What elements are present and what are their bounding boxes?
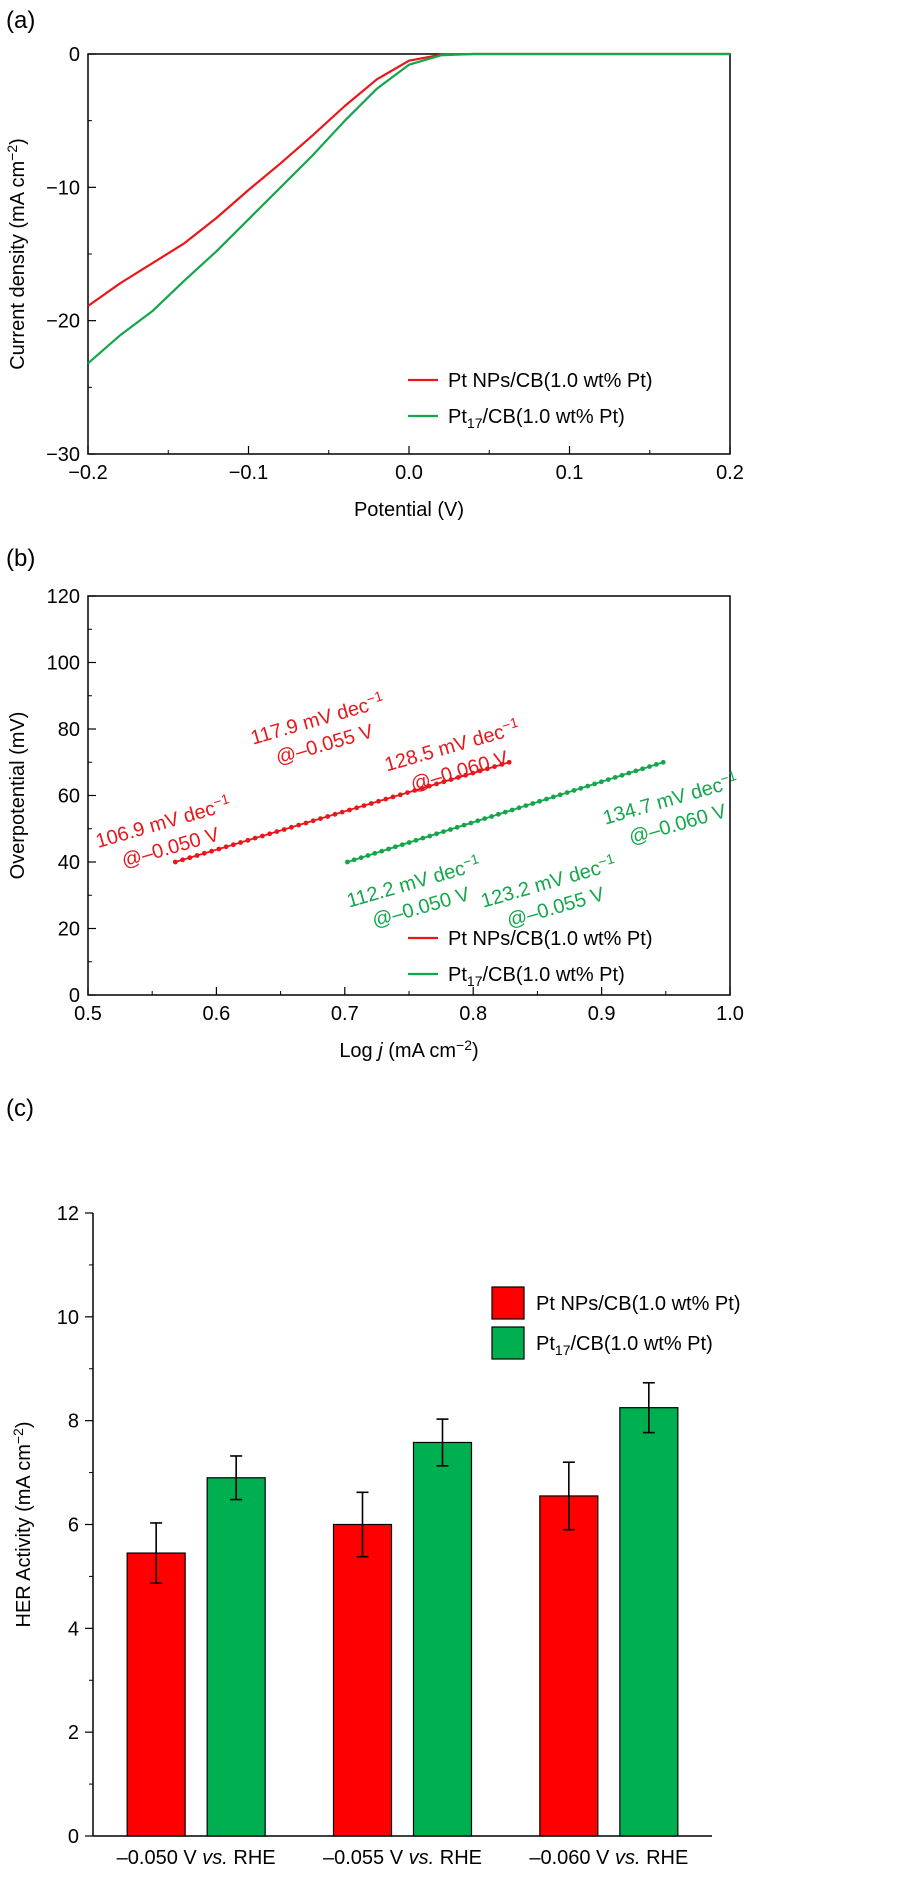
legend-label: Pt17​/CB(1.0 wt% Pt) bbox=[448, 964, 625, 989]
y-tick-label: 20 bbox=[58, 919, 80, 941]
x-axis-label: Log j (mA cm−2​) bbox=[339, 1037, 478, 1062]
bar-pt-nps bbox=[539, 1495, 599, 1837]
y-tick-label: 80 bbox=[58, 719, 80, 741]
legend-label: Pt NPs/CB(1.0 wt% Pt) bbox=[448, 370, 653, 392]
bar-pt17 bbox=[412, 1441, 473, 1837]
y-tick-label: −30 bbox=[46, 444, 80, 466]
x-tick-label: 0.2 bbox=[716, 462, 744, 484]
x-axis-label: Potential (V) bbox=[354, 499, 464, 521]
bar-pt-nps bbox=[126, 1552, 186, 1837]
slope-annotation: 106.9 mV dec−1​@–0.050 V bbox=[93, 790, 233, 872]
panel-label-b: (b) bbox=[6, 545, 35, 572]
x-tick-label: 0.0 bbox=[395, 462, 423, 484]
panel-b: (b) 0.5 0.6 0.7 0.8 0.9 1.0 0 20 40 60 80 100 120 Log … bbox=[6, 545, 744, 1062]
panel-label-a: (a) bbox=[6, 7, 35, 34]
plot-frame bbox=[87, 53, 731, 455]
slope-annotation: 123.2 mV dec−1​@–0.055 V bbox=[479, 850, 619, 932]
y-tick-label: 12 bbox=[57, 1203, 79, 1225]
bar-pt17 bbox=[206, 1477, 266, 1837]
legend-label: Pt NPs/CB(1.0 wt% Pt) bbox=[448, 928, 653, 950]
x-tick-label: −0.1 bbox=[229, 462, 268, 484]
y-axis-label: Overpotential (mV) bbox=[7, 712, 29, 880]
x-tick-label: 0.5 bbox=[74, 1003, 102, 1025]
legend-label: Pt NPs/CB(1.0 wt% Pt) bbox=[536, 1293, 741, 1315]
category-label: –0.060 V vs. RHE bbox=[529, 1847, 688, 1869]
legend-swatch bbox=[491, 1326, 525, 1360]
y-tick-label: 0 bbox=[68, 1826, 79, 1848]
slope-annotation: 112.2 mV dec−1​@–0.050 V bbox=[344, 850, 483, 932]
x-tick-label: 0.6 bbox=[202, 1003, 230, 1025]
y-tick-label: −20 bbox=[46, 311, 80, 333]
y-axis-label: Current density (mA cm−2​) bbox=[4, 138, 29, 370]
x-tick-label: −0.2 bbox=[68, 462, 107, 484]
panel-a: (a) −0.2 −0.1 0.0 0.1 0.2 −30 −20 −10 0 Potential … bbox=[4, 7, 744, 521]
slope-annotation: 117.9 mV dec−1​@–0.055 V bbox=[248, 687, 387, 769]
legend-label: Pt17​/CB(1.0 wt% Pt) bbox=[448, 406, 625, 431]
y-tick-label: 4 bbox=[68, 1618, 79, 1640]
y-tick-label: 10 bbox=[57, 1307, 79, 1329]
y-axis-label: HER Activity (mA cm−2​) bbox=[10, 1422, 35, 1628]
bar-pt-nps bbox=[332, 1523, 393, 1837]
series-line-pt-nps bbox=[87, 52, 730, 307]
x-tick-label: 0.9 bbox=[588, 1003, 616, 1025]
y-tick-label: 0 bbox=[69, 44, 80, 66]
series-line-pt17 bbox=[87, 52, 730, 365]
legend-label: Pt17​/CB(1.0 wt% Pt) bbox=[536, 1333, 713, 1358]
y-tick-label: 2 bbox=[68, 1722, 79, 1744]
bar-pt17 bbox=[619, 1407, 679, 1837]
slope-annotation: 128.5 mV dec−1​@–0.060 V bbox=[382, 714, 522, 796]
category-label: –0.050 V vs. RHE bbox=[117, 1847, 276, 1869]
y-tick-label: 60 bbox=[58, 786, 80, 808]
panel-c: (c) 0 2 4 6 8 10 12 HER Activity (mA cm−2​) –0.05… bbox=[6, 1095, 741, 1869]
fit-line bbox=[175, 761, 510, 863]
y-tick-label: 6 bbox=[68, 1515, 79, 1537]
legend-swatch bbox=[491, 1286, 525, 1320]
y-tick-label: 40 bbox=[58, 852, 80, 874]
y-tick-label: 100 bbox=[47, 653, 80, 675]
y-tick-label: 0 bbox=[69, 985, 80, 1007]
y-tick-label: 120 bbox=[47, 586, 80, 608]
x-tick-label: 0.1 bbox=[556, 462, 584, 484]
y-tick-label: 8 bbox=[68, 1411, 79, 1433]
fit-line bbox=[347, 761, 664, 863]
x-tick-label: 1.0 bbox=[716, 1003, 744, 1025]
x-tick-label: 0.7 bbox=[331, 1003, 359, 1025]
slope-annotation: 134.7 mV dec−1​@–0.060 V bbox=[601, 767, 741, 849]
category-label: –0.055 V vs. RHE bbox=[323, 1847, 482, 1869]
x-tick-label: 0.8 bbox=[459, 1003, 487, 1025]
panel-label-c: (c) bbox=[6, 1095, 34, 1122]
y-tick-label: −10 bbox=[46, 177, 80, 199]
